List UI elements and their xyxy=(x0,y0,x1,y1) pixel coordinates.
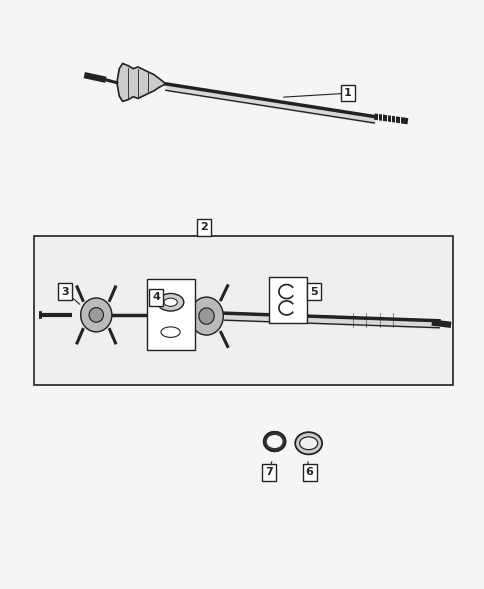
FancyBboxPatch shape xyxy=(146,279,194,350)
Ellipse shape xyxy=(157,293,183,311)
Ellipse shape xyxy=(267,436,281,448)
FancyBboxPatch shape xyxy=(268,277,306,323)
Ellipse shape xyxy=(198,308,214,325)
Ellipse shape xyxy=(164,298,177,306)
Polygon shape xyxy=(117,64,166,101)
Ellipse shape xyxy=(299,437,317,449)
Text: 5: 5 xyxy=(310,287,318,297)
Ellipse shape xyxy=(189,297,223,335)
Text: 7: 7 xyxy=(264,468,272,478)
Ellipse shape xyxy=(80,298,112,332)
Ellipse shape xyxy=(89,307,103,322)
Text: 1: 1 xyxy=(343,88,351,98)
Text: 4: 4 xyxy=(152,292,160,302)
Text: 6: 6 xyxy=(305,468,313,478)
FancyBboxPatch shape xyxy=(34,236,453,385)
Ellipse shape xyxy=(295,432,321,454)
Ellipse shape xyxy=(263,432,285,451)
Text: 2: 2 xyxy=(200,223,208,233)
Text: 3: 3 xyxy=(61,287,69,297)
